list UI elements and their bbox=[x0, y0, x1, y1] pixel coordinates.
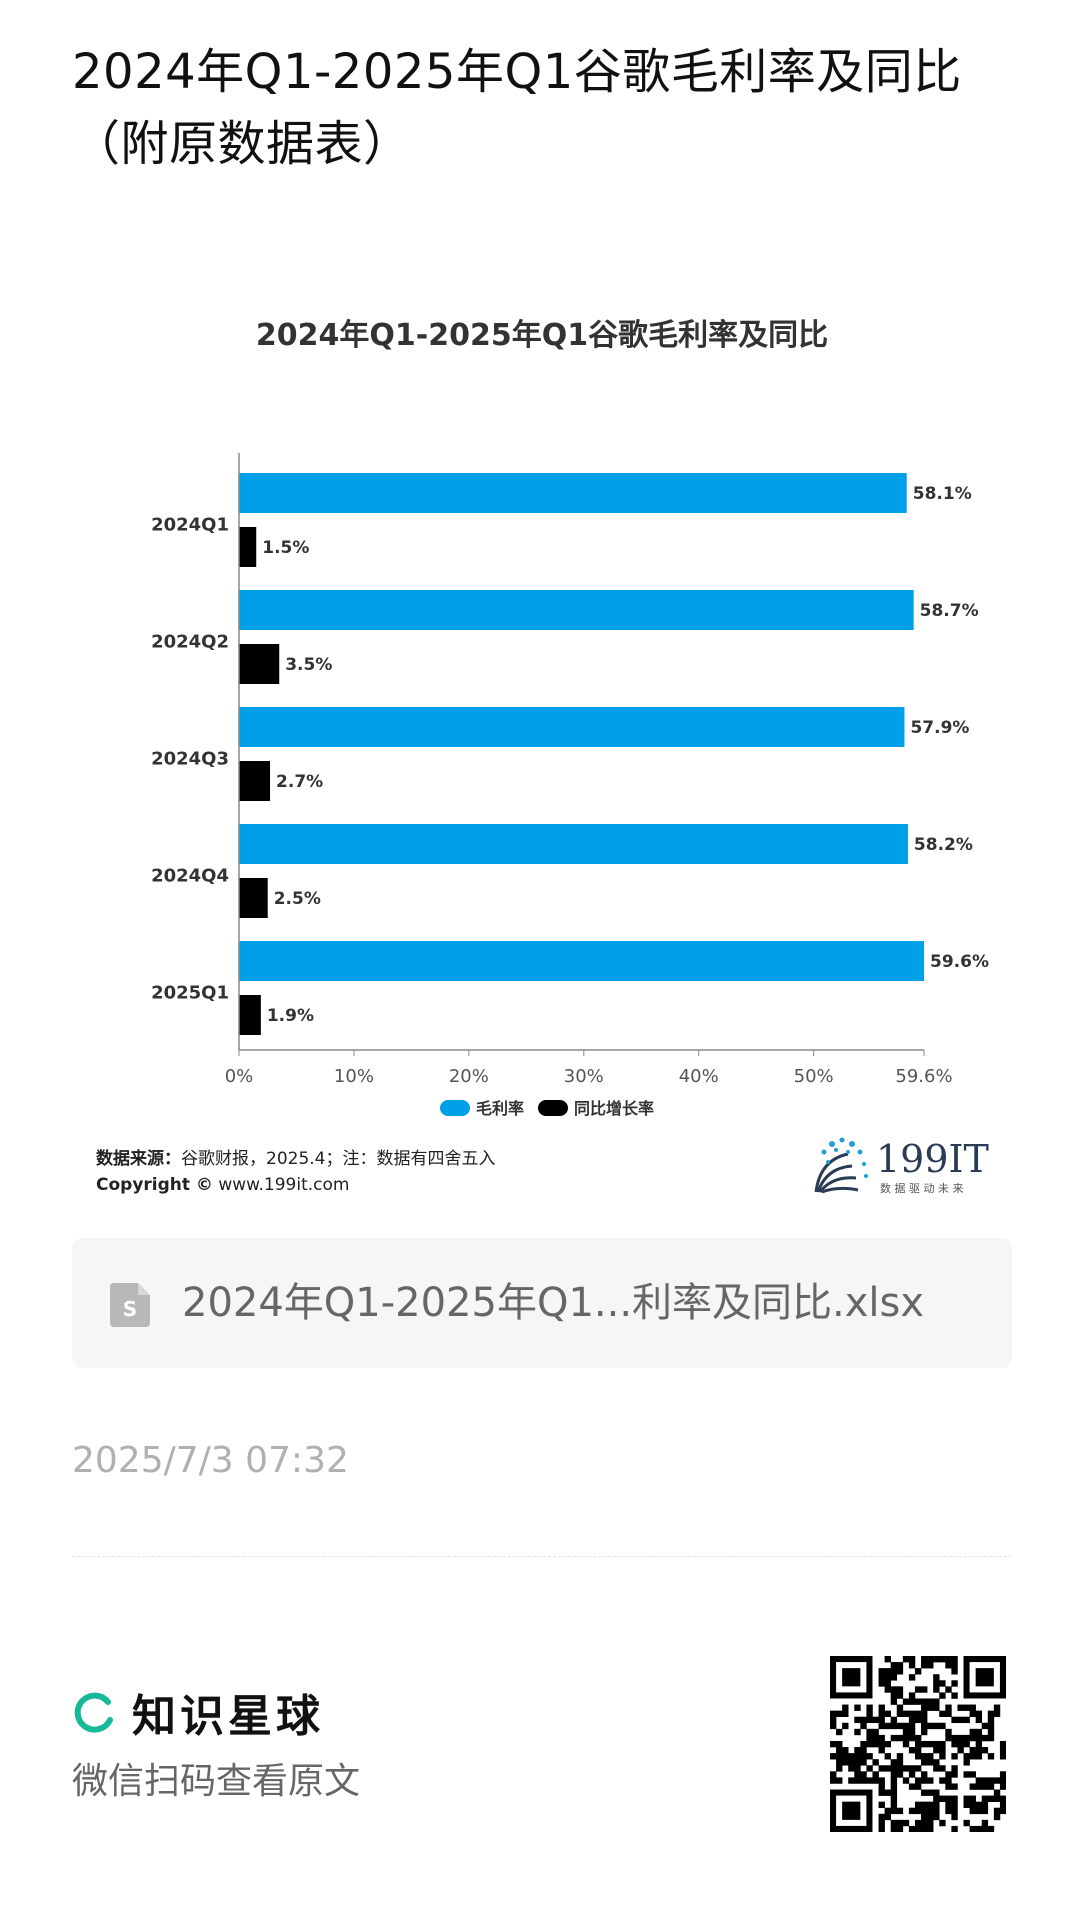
chart-title: 2024年Q1-2025年Q1谷歌毛利率及同比 bbox=[256, 318, 828, 353]
spreadsheet-file-icon: S bbox=[110, 1283, 150, 1327]
logo-tagline: 数 据 驱 动 未 来 bbox=[880, 1181, 963, 1195]
brand-name: 知识星球 bbox=[132, 1691, 324, 1742]
bar-yoy-growth bbox=[239, 761, 271, 801]
x-tick-label: 40% bbox=[679, 1066, 719, 1087]
data-label: 58.1% bbox=[913, 484, 972, 504]
category-label: 2024Q2 bbox=[151, 632, 229, 653]
category-label: 2025Q1 bbox=[151, 983, 229, 1004]
scan-hint-text: 微信扫码查看原文 bbox=[72, 1761, 361, 1802]
attachment-file-card[interactable]: S 2024年Q1-2025年Q1...利率及同比.xlsx bbox=[72, 1238, 1012, 1368]
category-label: 2024Q3 bbox=[151, 749, 229, 770]
data-label: 1.5% bbox=[262, 538, 309, 558]
post-timestamp: 2025/7/3 07:32 bbox=[72, 1440, 349, 1481]
data-label: 1.9% bbox=[267, 1006, 314, 1026]
category-label: 2024Q1 bbox=[151, 515, 229, 536]
bars-layer: 58.1% 1.5% 58.7% 3.5% 57.9% 2.7% 58.2% 2.5% 59.6… bbox=[239, 473, 989, 1035]
section-divider bbox=[72, 1556, 1012, 1557]
chart-image: 2024年Q1-2025年Q1谷歌毛利率及同比 58.1% 1.5% 58.7% 3.… bbox=[72, 300, 1012, 1220]
x-tick-label: 20% bbox=[449, 1066, 489, 1087]
bar-chart: 2024年Q1-2025年Q1谷歌毛利率及同比 58.1% 1.5% 58.7% 3.… bbox=[151, 318, 989, 1118]
bar-gross-margin bbox=[239, 473, 907, 513]
logo-wordmark: 199IT bbox=[876, 1137, 989, 1181]
data-label: 58.7% bbox=[920, 601, 979, 621]
category-label: 2024Q4 bbox=[151, 866, 229, 887]
legend-swatch bbox=[440, 1100, 470, 1116]
file-icon-letter: S bbox=[123, 1297, 137, 1321]
qr-code bbox=[830, 1656, 1007, 1833]
data-label: 2.7% bbox=[276, 772, 323, 792]
chart-legend: 毛利率 同比增长率 bbox=[440, 1099, 654, 1118]
data-source-line: 数据来源：谷歌财报，2025.4；注：数据有四舍五入 bbox=[96, 1144, 495, 1169]
bar-yoy-growth bbox=[239, 878, 268, 918]
dandelion-logo-icon bbox=[814, 1137, 868, 1194]
page-title: 2024年Q1-2025年Q1谷歌毛利率及同比（附原数据表） bbox=[72, 44, 962, 172]
x-tick-label: 10% bbox=[334, 1066, 374, 1087]
bar-yoy-growth bbox=[239, 644, 280, 684]
attachment-filename: 2024年Q1-2025年Q1...利率及同比.xlsx bbox=[182, 1280, 925, 1326]
legend-swatch bbox=[538, 1100, 568, 1116]
axis-layer: 2024Q1 2024Q2 2024Q3 2024Q4 2025Q1 0% 10% 20% 30… bbox=[151, 453, 953, 1087]
source-text: 谷歌财报，2025.4；注：数据有四舍五入 bbox=[181, 1149, 496, 1169]
data-label: 58.2% bbox=[914, 835, 973, 855]
data-label: 57.9% bbox=[910, 718, 969, 738]
legend-label: 毛利率 bbox=[476, 1099, 524, 1118]
zsxq-logo-icon bbox=[74, 1692, 113, 1733]
x-tick-label: 30% bbox=[564, 1066, 604, 1087]
source-label: 数据来源： bbox=[96, 1149, 181, 1169]
bar-gross-margin bbox=[239, 941, 924, 981]
brand-row: 知识星球 bbox=[72, 1686, 324, 1742]
logo-199it: 199IT 数 据 驱 动 未 来 bbox=[808, 1130, 1008, 1204]
legend-label: 同比增长率 bbox=[574, 1099, 654, 1118]
x-tick-label: 59.6% bbox=[895, 1066, 952, 1087]
data-label: 2.5% bbox=[274, 889, 321, 909]
bar-yoy-growth bbox=[239, 995, 261, 1035]
copyright-text: www.199it.com bbox=[212, 1175, 350, 1195]
data-label: 3.5% bbox=[285, 655, 332, 675]
copyright-label: Copyright © bbox=[96, 1175, 213, 1195]
copyright-line: Copyright © www.199it.com bbox=[96, 1175, 349, 1195]
data-label: 59.6% bbox=[930, 952, 989, 972]
x-tick-label: 0% bbox=[225, 1066, 254, 1087]
bar-gross-margin bbox=[239, 590, 914, 630]
bar-gross-margin bbox=[239, 707, 905, 747]
x-tick-label: 50% bbox=[794, 1066, 834, 1087]
bar-yoy-growth bbox=[239, 527, 257, 567]
bar-gross-margin bbox=[239, 824, 908, 864]
